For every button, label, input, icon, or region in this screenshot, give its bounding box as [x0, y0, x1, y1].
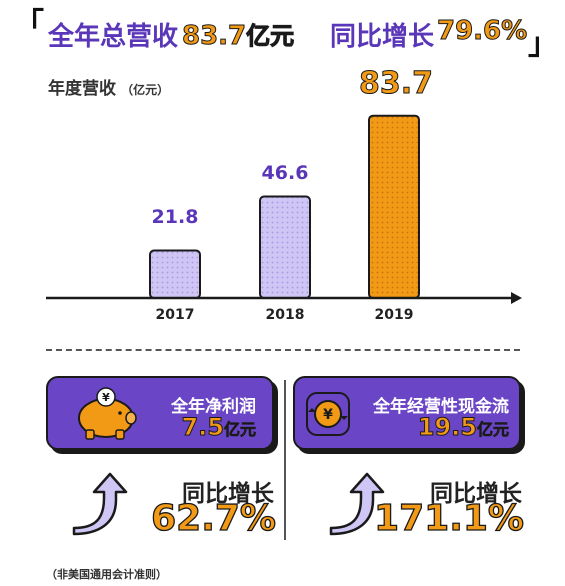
yuan-cashflow-icon: ¥ — [306, 392, 350, 436]
net-profit-growth-value: 62.7% — [150, 497, 276, 539]
bar-value-label: 21.8 — [151, 206, 199, 228]
growth-value: 79.6% — [436, 16, 528, 47]
footnote: （非美国通用会计准则） — [46, 568, 167, 581]
revenue-section-title: 年度营收 （亿元） — [48, 74, 169, 99]
cashflow-growth-label: 同比增长 — [430, 481, 522, 507]
total-revenue-value: 83.7亿元 — [181, 21, 295, 52]
close-bracket: 」 — [528, 27, 558, 62]
x-tick-label: 2019 — [374, 307, 414, 323]
net-profit-growth-label: 同比增长 — [182, 481, 274, 507]
cashflow-growth-value: 171.1% — [373, 497, 524, 539]
cashflow-value: 19.5亿元 — [417, 413, 509, 442]
svg-text:¥: ¥ — [102, 391, 110, 404]
bar-2019 — [368, 114, 420, 299]
net-profit-card — [46, 376, 274, 450]
open-bracket: 「 — [14, 7, 44, 42]
column-separator — [284, 380, 286, 540]
net-profit-label: 全年净利润 — [171, 397, 256, 417]
up-arrow-icon — [329, 472, 385, 536]
total-revenue-label: 全年总营收 — [48, 22, 179, 52]
cashflow-label: 全年经营性现金流 — [373, 397, 509, 417]
bar-value-label: 46.6 — [261, 162, 309, 184]
x-tick-label: 2017 — [155, 307, 195, 323]
bar-2017 — [149, 249, 201, 299]
section-divider — [46, 349, 520, 351]
up-arrow-icon — [72, 472, 128, 536]
piggy-bank-icon: ¥ — [78, 387, 137, 440]
bar-value-label: 83.7 — [359, 66, 434, 102]
x-tick-label: 2018 — [265, 307, 305, 323]
growth-label: 同比增长 — [330, 22, 435, 52]
bar-2018 — [259, 195, 311, 299]
revenue-title: 年度营收 — [48, 79, 116, 99]
svg-text:¥: ¥ — [323, 407, 333, 423]
net-profit-value: 7.5亿元 — [181, 413, 256, 442]
revenue-bar-chart — [46, 114, 522, 304]
revenue-unit: （亿元） — [121, 83, 170, 97]
x-axis-arrow — [511, 292, 522, 304]
